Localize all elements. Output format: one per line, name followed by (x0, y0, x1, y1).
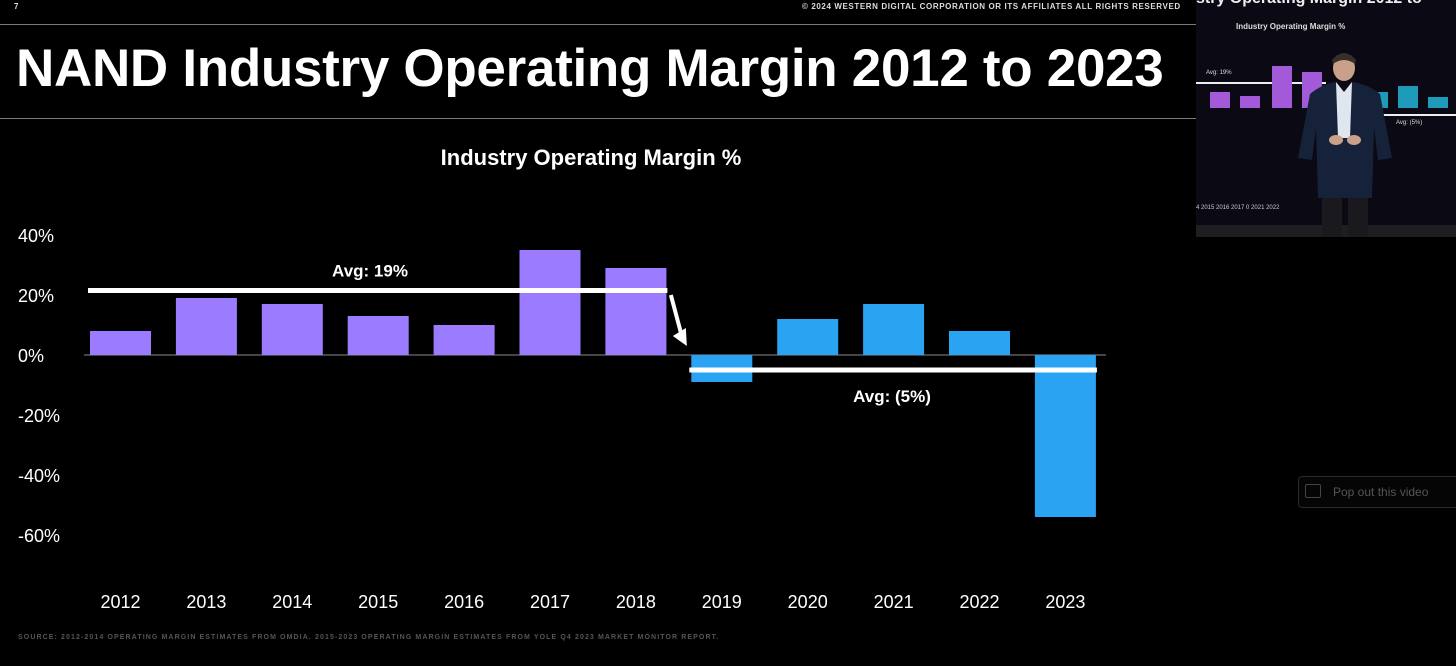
x-tick-label: 2019 (702, 592, 742, 612)
slide-number: 7 (14, 2, 19, 11)
avg-label-1: Avg: 19% (332, 262, 408, 281)
header-divider-top (0, 24, 1196, 25)
bar-2012 (90, 331, 151, 355)
avg-label-2: Avg: (5%) (853, 387, 931, 406)
x-tick-label: 2020 (788, 592, 828, 612)
bar-2021 (863, 304, 925, 355)
video-bar (1240, 96, 1260, 108)
y-tick-label: 20% (18, 286, 54, 306)
y-tick-label: -60% (18, 526, 60, 546)
x-tick-label: 2023 (1045, 592, 1085, 612)
slide: 7 © 2024 WESTERN DIGITAL CORPORATION OR … (0, 2, 1196, 641)
x-tick-label: 2014 (272, 592, 312, 612)
bar-2014 (261, 304, 323, 355)
x-tick-label: 2015 (358, 592, 398, 612)
video-avg-line-top (1196, 82, 1326, 84)
x-tick-label: 2022 (959, 592, 999, 612)
video-bar (1272, 66, 1292, 108)
bars (90, 250, 1096, 517)
video-avg-bottom: Avg: (5%) (1396, 120, 1423, 126)
y-tick-label: -20% (18, 406, 60, 426)
video-avg-line-bottom (1356, 114, 1456, 116)
x-tick-label: 2018 (616, 592, 656, 612)
bar-2023 (1034, 355, 1096, 517)
video-screen-subtitle: Industry Operating Margin % (1236, 22, 1346, 31)
video-bar (1398, 86, 1418, 108)
bar-2017 (519, 250, 581, 355)
arrow-head (672, 328, 687, 346)
video-avg-top: Avg: 19% (1206, 70, 1232, 76)
pop-out-icon (1305, 484, 1321, 498)
pop-out-label: Pop out this video (1333, 485, 1429, 499)
video-year-labels: 4 2015 2016 2017 0 2021 2022 (1196, 205, 1280, 211)
chart-title: Industry Operating Margin % (441, 145, 742, 170)
pop-out-video-button[interactable]: Pop out this video (1298, 476, 1456, 508)
copyright-notice: © 2024 WESTERN DIGITAL CORPORATION OR IT… (802, 2, 1181, 11)
bar-2022 (949, 331, 1010, 355)
y-tick-label: 40% (18, 226, 54, 246)
x-tick-label: 2013 (186, 592, 226, 612)
video-bar (1428, 97, 1448, 108)
y-axis: 40% 20% 0% -20% -40% -60% (18, 226, 60, 546)
x-tick-label: 2017 (530, 592, 570, 612)
bar-2018 (605, 268, 667, 355)
average-lines: Avg: 19% Avg: (5%) (88, 262, 1097, 406)
bar-2020 (777, 319, 839, 355)
speaker-video-feed[interactable]: stry Operating Margin 2012 to Industry O… (1196, 0, 1456, 237)
header-divider-bottom (0, 118, 1196, 119)
speaker-figure (1298, 53, 1392, 237)
source-footnote: SOURCE: 2012-2014 OPERATING MARGIN ESTIM… (18, 634, 720, 641)
y-tick-label: 0% (18, 346, 44, 366)
x-axis: 2012 2013 2014 2015 2016 2017 2018 2019 2020 2021… (100, 592, 1085, 612)
bar-2016 (433, 325, 495, 355)
operating-margin-chart: Industry Operating Margin % 40% 20% 0% -20%… (18, 145, 1106, 612)
slide-title: NAND Industry Operating Margin 2012 to 2… (16, 39, 1164, 98)
bar-2015 (347, 316, 409, 355)
video-screen-title: stry Operating Margin 2012 to (1196, 0, 1422, 8)
x-tick-label: 2016 (444, 592, 484, 612)
x-tick-label: 2012 (100, 592, 140, 612)
bar-2013 (175, 298, 237, 355)
y-tick-label: -40% (18, 466, 60, 486)
transition-arrow (668, 294, 687, 346)
video-bar (1210, 92, 1230, 108)
x-tick-label: 2021 (874, 592, 914, 612)
